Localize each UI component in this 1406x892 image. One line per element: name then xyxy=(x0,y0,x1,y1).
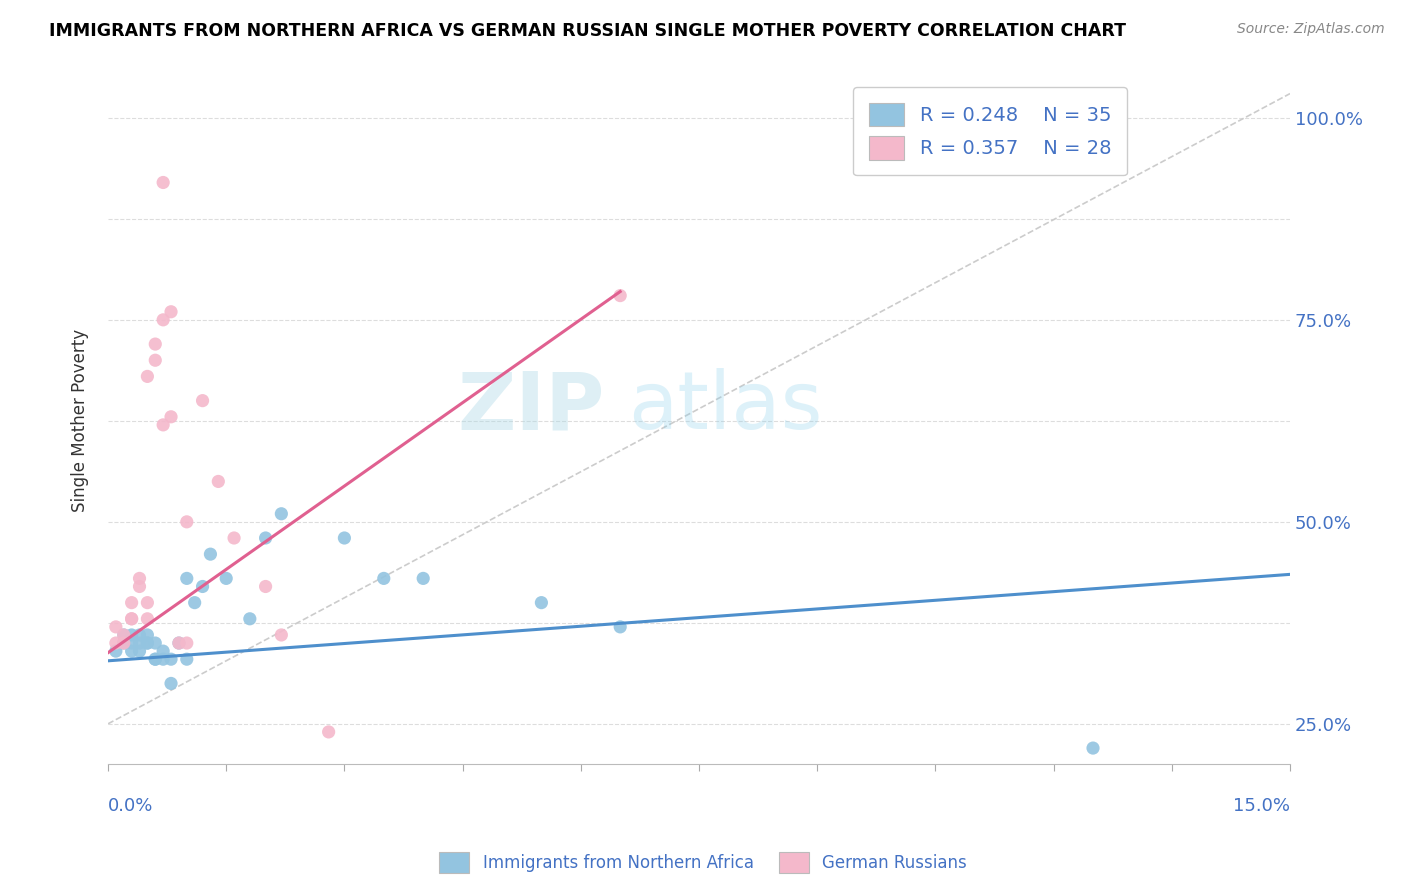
Point xyxy=(152,313,174,327)
Point xyxy=(183,596,205,610)
Point xyxy=(333,531,356,545)
Point xyxy=(121,644,143,658)
Point xyxy=(136,612,159,626)
Point xyxy=(128,644,150,658)
Point xyxy=(143,652,166,666)
Point xyxy=(136,628,159,642)
Point xyxy=(215,571,238,585)
Text: IMMIGRANTS FROM NORTHERN AFRICA VS GERMAN RUSSIAN SINGLE MOTHER POVERTY CORRELAT: IMMIGRANTS FROM NORTHERN AFRICA VS GERMA… xyxy=(49,22,1126,40)
Point xyxy=(270,628,292,642)
Point xyxy=(152,417,174,432)
Point xyxy=(104,636,127,650)
Point xyxy=(160,409,183,424)
Point xyxy=(373,571,395,585)
Text: 15.0%: 15.0% xyxy=(1233,797,1291,814)
Text: atlas: atlas xyxy=(628,368,823,446)
Point xyxy=(412,571,434,585)
Point xyxy=(318,725,340,739)
Point xyxy=(128,571,150,585)
Point xyxy=(609,620,631,634)
Point xyxy=(191,579,214,593)
Text: 0.0%: 0.0% xyxy=(108,797,153,814)
Text: Source: ZipAtlas.com: Source: ZipAtlas.com xyxy=(1237,22,1385,37)
Legend: Immigrants from Northern Africa, German Russians: Immigrants from Northern Africa, German … xyxy=(433,846,973,880)
Point xyxy=(176,652,198,666)
Point xyxy=(191,393,214,408)
Point xyxy=(609,288,631,302)
Point xyxy=(160,305,183,319)
Point xyxy=(121,596,143,610)
Point xyxy=(167,636,190,650)
Point xyxy=(176,636,198,650)
Legend: R = 0.248    N = 35, R = 0.357    N = 28: R = 0.248 N = 35, R = 0.357 N = 28 xyxy=(853,87,1126,176)
Point xyxy=(143,337,166,351)
Point xyxy=(160,676,183,690)
Point xyxy=(239,612,262,626)
Point xyxy=(143,353,166,368)
Point xyxy=(254,531,277,545)
Point xyxy=(136,596,159,610)
Point xyxy=(112,628,135,642)
Point xyxy=(136,369,159,384)
Point xyxy=(112,636,135,650)
Point xyxy=(222,531,245,545)
Point xyxy=(112,636,135,650)
Point xyxy=(104,644,127,658)
Point xyxy=(121,612,143,626)
Point xyxy=(152,644,174,658)
Point xyxy=(128,636,150,650)
Point xyxy=(143,636,166,650)
Point xyxy=(121,612,143,626)
Point xyxy=(167,636,190,650)
Point xyxy=(121,636,143,650)
Text: ZIP: ZIP xyxy=(457,368,605,446)
Point xyxy=(160,652,183,666)
Point xyxy=(128,628,150,642)
Point xyxy=(112,628,135,642)
Point xyxy=(128,579,150,593)
Point xyxy=(143,652,166,666)
Point xyxy=(136,636,159,650)
Point xyxy=(530,596,553,610)
Point xyxy=(1081,741,1104,756)
Point xyxy=(254,579,277,593)
Point xyxy=(200,547,222,561)
Y-axis label: Single Mother Poverty: Single Mother Poverty xyxy=(72,329,89,512)
Point xyxy=(176,571,198,585)
Point xyxy=(176,515,198,529)
Point xyxy=(136,636,159,650)
Point xyxy=(104,620,127,634)
Point xyxy=(207,475,229,489)
Point xyxy=(270,507,292,521)
Point xyxy=(121,628,143,642)
Point xyxy=(152,652,174,666)
Point xyxy=(152,176,174,190)
